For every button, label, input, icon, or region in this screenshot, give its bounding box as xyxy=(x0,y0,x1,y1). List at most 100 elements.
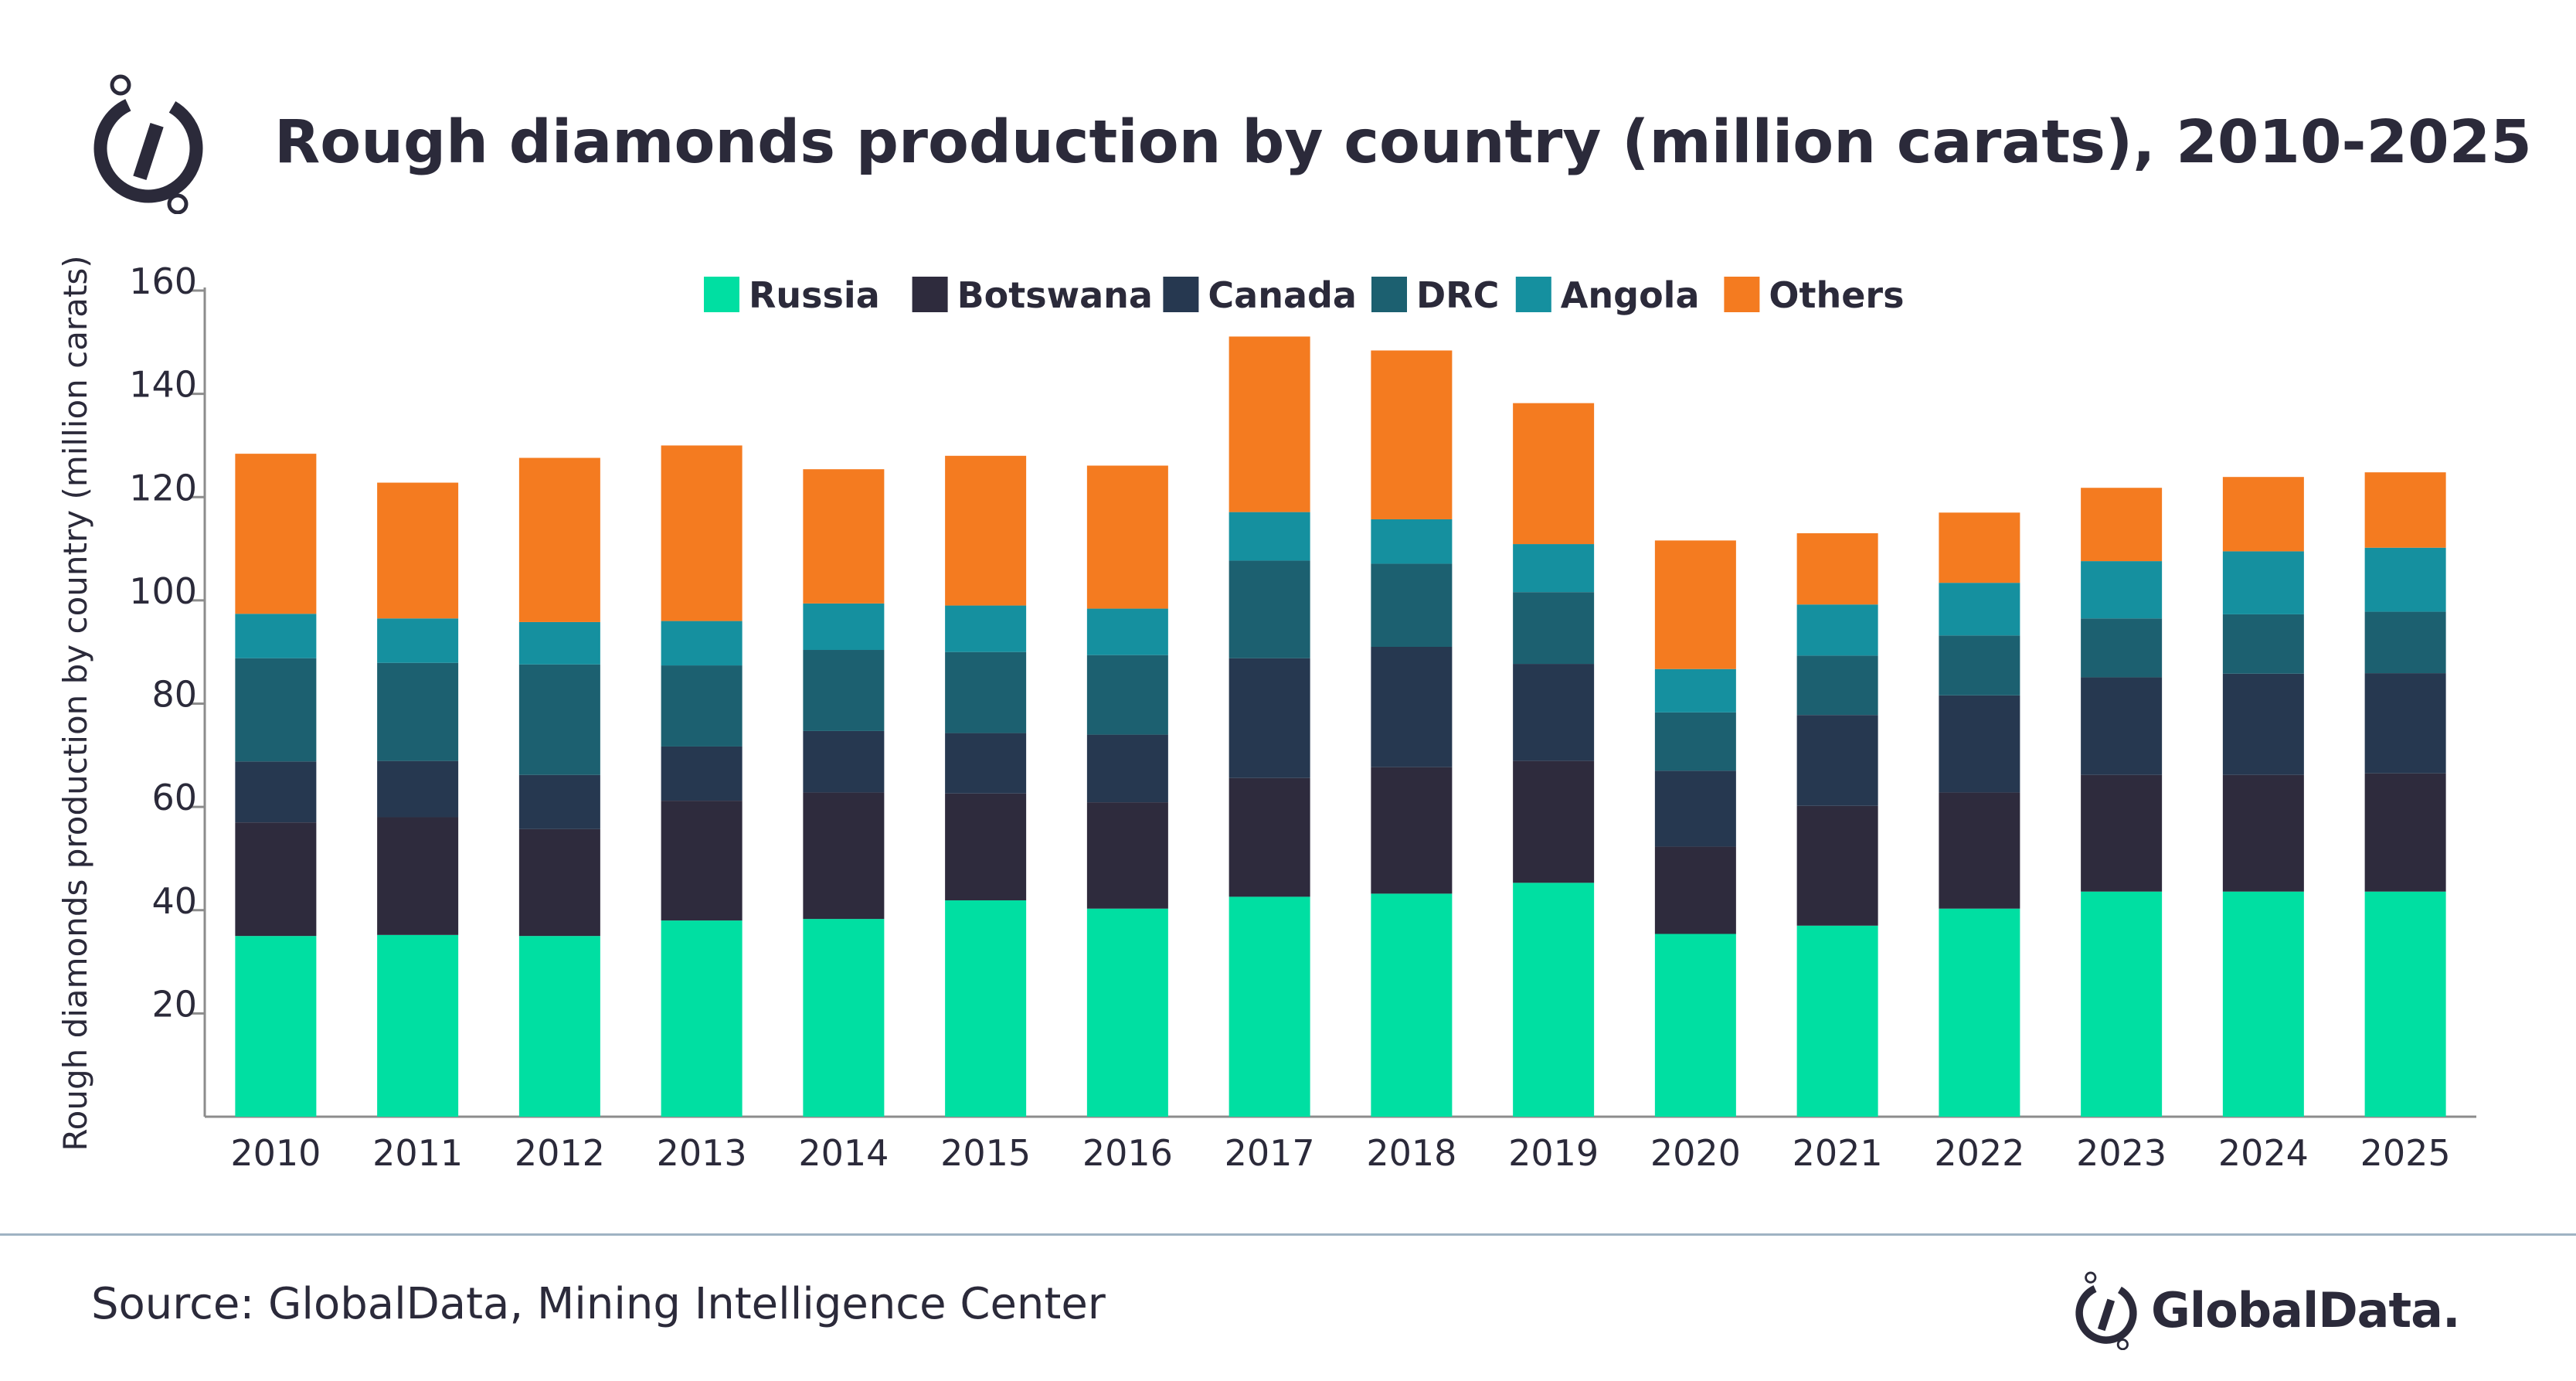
x-tick-label: 2012 xyxy=(515,1132,605,1174)
bar-russia-2024 xyxy=(2222,891,2304,1117)
bar-others-2010 xyxy=(235,454,317,614)
bar-drc-2019 xyxy=(1513,592,1595,665)
legend-label-others: Others xyxy=(1769,274,1904,316)
bar-others-2019 xyxy=(1513,403,1595,545)
bar-botswana-2016 xyxy=(1086,802,1168,909)
source-note: Source: GlobalData, Mining Intelligence … xyxy=(91,1279,1106,1329)
legend-swatch-drc xyxy=(1371,277,1407,312)
bar-canada-2011 xyxy=(377,760,459,818)
bar-russia-2021 xyxy=(1796,925,1878,1117)
bar-others-2024 xyxy=(2222,477,2304,552)
bar-botswana-2023 xyxy=(2081,774,2163,892)
bar-angola-2011 xyxy=(377,618,459,663)
legend-label-canada: Canada xyxy=(1208,274,1357,316)
bar-botswana-2010 xyxy=(235,822,317,937)
bar-angola-2022 xyxy=(1939,583,2020,636)
bar-canada-2018 xyxy=(1371,647,1453,767)
bar-botswana-2022 xyxy=(1939,792,2020,909)
x-tick-label: 2015 xyxy=(940,1132,1031,1174)
bar-canada-2014 xyxy=(803,730,885,793)
bar-botswana-2025 xyxy=(2364,773,2446,892)
legend-label-russia: Russia xyxy=(749,274,880,316)
bar-others-2014 xyxy=(803,469,885,604)
bar-russia-2017 xyxy=(1229,896,1310,1117)
bar-russia-2025 xyxy=(2364,891,2446,1117)
bar-botswana-2024 xyxy=(2222,774,2304,892)
bar-angola-2012 xyxy=(518,621,600,665)
bar-botswana-2015 xyxy=(945,793,1027,901)
x-tick-label: 2019 xyxy=(1508,1132,1599,1174)
x-tick-label: 2011 xyxy=(372,1132,463,1174)
legend-label-angola: Angola xyxy=(1561,274,1700,316)
legend-swatch-russia xyxy=(704,277,739,312)
bar-canada-2016 xyxy=(1086,734,1168,803)
bar-russia-2022 xyxy=(1939,908,2020,1117)
bar-drc-2022 xyxy=(1939,635,2020,696)
stacked-bar-chart: Rough diamonds production by country (mi… xyxy=(56,255,2476,1174)
x-tick-label: 2020 xyxy=(1650,1132,1741,1174)
bar-drc-2012 xyxy=(518,664,600,775)
y-tick-label: 160 xyxy=(129,260,197,302)
bar-canada-2025 xyxy=(2364,673,2446,774)
bar-drc-2024 xyxy=(2222,614,2304,674)
bar-russia-2023 xyxy=(2081,891,2163,1117)
y-axis-label: Rough diamonds production by country (mi… xyxy=(56,255,94,1151)
y-tick-label: 80 xyxy=(151,674,197,716)
y-tick-label: 120 xyxy=(129,467,197,509)
bar-drc-2017 xyxy=(1229,560,1310,658)
globaldata-logo-icon xyxy=(2075,1271,2137,1350)
bar-russia-2012 xyxy=(518,936,600,1117)
bar-drc-2025 xyxy=(2364,611,2446,674)
bar-others-2022 xyxy=(1939,512,2020,583)
bar-others-2025 xyxy=(2364,472,2446,548)
bar-drc-2018 xyxy=(1371,563,1453,648)
legend-swatch-angola xyxy=(1515,277,1551,312)
bar-others-2013 xyxy=(661,445,743,621)
bar-others-2012 xyxy=(518,457,600,622)
bar-russia-2010 xyxy=(235,936,317,1117)
x-tick-label: 2023 xyxy=(2076,1132,2166,1174)
bar-botswana-2020 xyxy=(1654,846,1736,934)
bar-angola-2020 xyxy=(1654,668,1736,713)
x-tick-label: 2024 xyxy=(2218,1132,2309,1174)
bar-botswana-2017 xyxy=(1229,777,1310,897)
bar-canada-2013 xyxy=(661,746,743,801)
bar-drc-2011 xyxy=(377,662,459,761)
bar-others-2023 xyxy=(2081,488,2163,562)
bar-angola-2014 xyxy=(803,603,885,651)
bar-drc-2014 xyxy=(803,650,885,731)
y-tick-label: 100 xyxy=(129,570,197,612)
bar-angola-2025 xyxy=(2364,547,2446,612)
bar-angola-2021 xyxy=(1796,604,1878,656)
bar-angola-2010 xyxy=(235,614,317,658)
bar-canada-2023 xyxy=(2081,677,2163,775)
bar-canada-2020 xyxy=(1654,770,1736,847)
x-tick-label: 2018 xyxy=(1366,1132,1456,1174)
x-tick-label: 2025 xyxy=(2360,1132,2451,1174)
bar-angola-2013 xyxy=(661,621,743,666)
bar-angola-2023 xyxy=(2081,561,2163,619)
bar-others-2018 xyxy=(1371,350,1453,519)
footer-divider xyxy=(0,1233,2576,1236)
y-tick-label: 140 xyxy=(129,364,197,406)
bar-russia-2015 xyxy=(945,900,1027,1117)
bar-angola-2018 xyxy=(1371,519,1453,564)
bar-russia-2014 xyxy=(803,919,885,1117)
bar-canada-2017 xyxy=(1229,658,1310,778)
legend-swatch-botswana xyxy=(912,277,948,312)
bar-russia-2011 xyxy=(377,934,459,1117)
bar-canada-2024 xyxy=(2222,673,2304,775)
bar-drc-2010 xyxy=(235,658,317,762)
chart-title: Rough diamonds production by country (mi… xyxy=(274,108,2532,177)
bar-drc-2013 xyxy=(661,665,743,747)
y-tick-label: 60 xyxy=(151,777,197,818)
bar-russia-2019 xyxy=(1513,883,1595,1117)
legend-label-drc: DRC xyxy=(1416,274,1499,316)
bar-angola-2017 xyxy=(1229,512,1310,561)
bar-russia-2018 xyxy=(1371,893,1453,1117)
y-tick-label: 20 xyxy=(151,983,197,1025)
bar-drc-2021 xyxy=(1796,655,1878,716)
x-tick-label: 2010 xyxy=(230,1132,321,1174)
bar-canada-2021 xyxy=(1796,715,1878,806)
globaldata-logo-icon xyxy=(93,74,203,214)
